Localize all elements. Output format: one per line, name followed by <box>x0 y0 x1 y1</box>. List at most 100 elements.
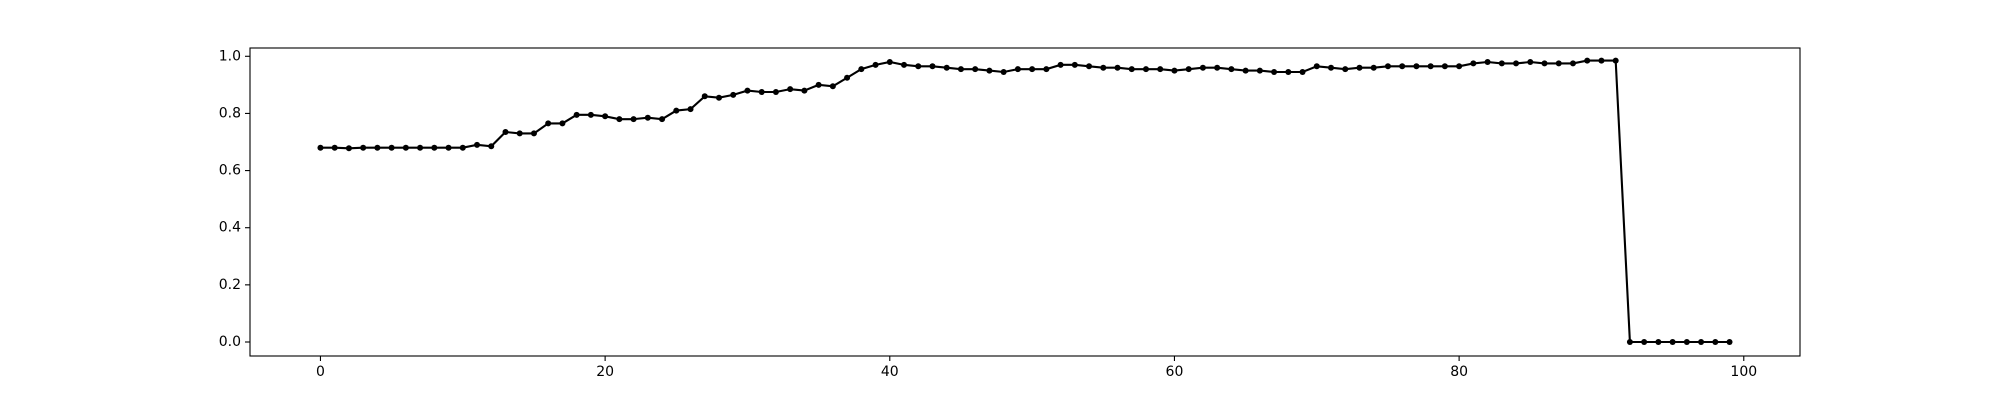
marker <box>744 87 751 94</box>
marker <box>1683 339 1690 345</box>
marker <box>659 116 666 123</box>
marker <box>1014 66 1021 73</box>
marker <box>1256 67 1263 74</box>
marker <box>530 130 537 137</box>
marker <box>459 144 466 151</box>
marker <box>1100 64 1107 71</box>
marker <box>388 144 395 151</box>
marker <box>602 113 609 120</box>
marker <box>1356 64 1363 71</box>
marker <box>1584 57 1591 64</box>
marker <box>1242 67 1249 74</box>
marker <box>360 144 367 151</box>
marker <box>1698 339 1705 345</box>
marker <box>1555 60 1562 67</box>
marker <box>972 66 979 73</box>
marker <box>1626 339 1633 345</box>
x-tick-label: 60 <box>1166 364 1184 380</box>
marker <box>1712 339 1719 345</box>
y-tick-label: 0.4 <box>219 220 241 236</box>
marker <box>1441 63 1448 70</box>
marker <box>331 144 338 151</box>
marker <box>886 59 893 65</box>
y-tick-label: 0.8 <box>219 105 241 121</box>
marker <box>431 144 438 151</box>
marker <box>858 66 865 73</box>
marker <box>1470 60 1477 67</box>
marker <box>573 111 580 118</box>
marker <box>1413 63 1420 70</box>
marker <box>844 74 851 81</box>
x-tick-label: 100 <box>1730 364 1757 380</box>
marker <box>644 114 651 121</box>
marker <box>1484 59 1491 65</box>
marker <box>1726 339 1733 345</box>
marker <box>516 130 523 137</box>
marker <box>1598 57 1605 64</box>
marker <box>317 144 324 151</box>
marker <box>1313 63 1320 70</box>
marker <box>417 144 424 151</box>
marker <box>1612 57 1619 64</box>
marker <box>1185 66 1192 73</box>
marker <box>1114 64 1121 71</box>
marker <box>1399 63 1406 70</box>
marker <box>715 94 722 101</box>
marker <box>1043 66 1050 73</box>
marker <box>1641 339 1648 345</box>
marker <box>730 91 737 98</box>
marker <box>815 81 822 88</box>
marker <box>986 67 993 74</box>
x-tick-label: 20 <box>596 364 614 380</box>
marker <box>445 144 452 151</box>
marker <box>545 120 552 127</box>
y-tick-label: 0.0 <box>219 334 241 350</box>
marker <box>1456 63 1463 70</box>
marker <box>787 86 794 93</box>
marker <box>1000 69 1007 75</box>
marker <box>801 87 808 94</box>
marker <box>1498 60 1505 67</box>
x-tick-label: 40 <box>881 364 899 380</box>
marker <box>474 141 481 148</box>
x-tick-label: 0 <box>316 364 325 380</box>
marker <box>374 144 381 151</box>
marker <box>630 116 637 123</box>
line <box>320 59 1730 344</box>
marker <box>488 143 495 150</box>
marker <box>587 111 594 118</box>
marker <box>1171 67 1178 74</box>
marker <box>1142 66 1149 73</box>
marker <box>1527 59 1534 65</box>
marker <box>1370 64 1377 71</box>
marker <box>402 144 409 151</box>
marker <box>616 116 623 123</box>
marker <box>929 63 936 70</box>
marker <box>758 89 765 95</box>
marker <box>559 120 566 127</box>
marker <box>345 145 352 152</box>
y-tick-label: 0.2 <box>219 277 241 293</box>
marker <box>1285 69 1292 75</box>
marker <box>1271 69 1278 75</box>
marker <box>701 93 708 100</box>
marker <box>1228 66 1235 73</box>
marker <box>901 61 908 68</box>
marker <box>1384 63 1391 70</box>
marker <box>1157 66 1164 73</box>
marker <box>1071 61 1078 68</box>
marker <box>1086 63 1093 70</box>
marker <box>1214 64 1221 71</box>
marker <box>1199 64 1206 71</box>
marker <box>1427 63 1434 70</box>
marker <box>1569 60 1576 67</box>
marker <box>943 64 950 71</box>
marker <box>1057 61 1064 68</box>
x-tick-label: 80 <box>1450 364 1468 380</box>
y-tick-label: 1.0 <box>219 48 241 64</box>
marker <box>1342 66 1349 73</box>
marker <box>1669 339 1676 345</box>
axes-frame <box>249 47 1801 357</box>
marker <box>1299 69 1306 75</box>
